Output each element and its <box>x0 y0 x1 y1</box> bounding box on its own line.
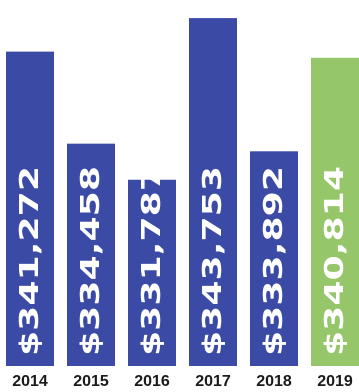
bar-2018 <box>250 151 298 366</box>
x-tick-label-2015: 2015 <box>73 373 109 390</box>
bar-value-label-2016: $331,787 <box>137 166 167 356</box>
bar-value-label-2017: $343,753 <box>198 166 228 356</box>
bar-2014 <box>6 51 54 366</box>
x-tick-label-2019: 2019 <box>317 373 353 390</box>
bar-2017 <box>189 18 237 366</box>
x-tick-label-2017: 2017 <box>195 373 231 390</box>
bar-value-label-2015: $334,458 <box>76 166 106 356</box>
x-tick-labels-group: 2014 2015 2016 2017 2018 2019 <box>12 373 353 390</box>
x-tick-label-2014: 2014 <box>12 373 48 390</box>
bar-2019 <box>311 57 359 366</box>
x-tick-label-2016: 2016 <box>134 373 170 390</box>
bar-2015 <box>67 143 115 366</box>
bars-group <box>6 18 359 366</box>
bar-2016 <box>128 179 176 366</box>
bar-value-label-2014: $341,272 <box>15 166 45 356</box>
bar-labels-group: $341,272 $334,458 $331,787 $343,753 $333,892… <box>15 166 350 356</box>
bar-value-label-2019: $340,814 <box>320 166 350 356</box>
bar-value-label-2018: $333,892 <box>259 166 289 356</box>
x-tick-label-2018: 2018 <box>256 373 292 390</box>
